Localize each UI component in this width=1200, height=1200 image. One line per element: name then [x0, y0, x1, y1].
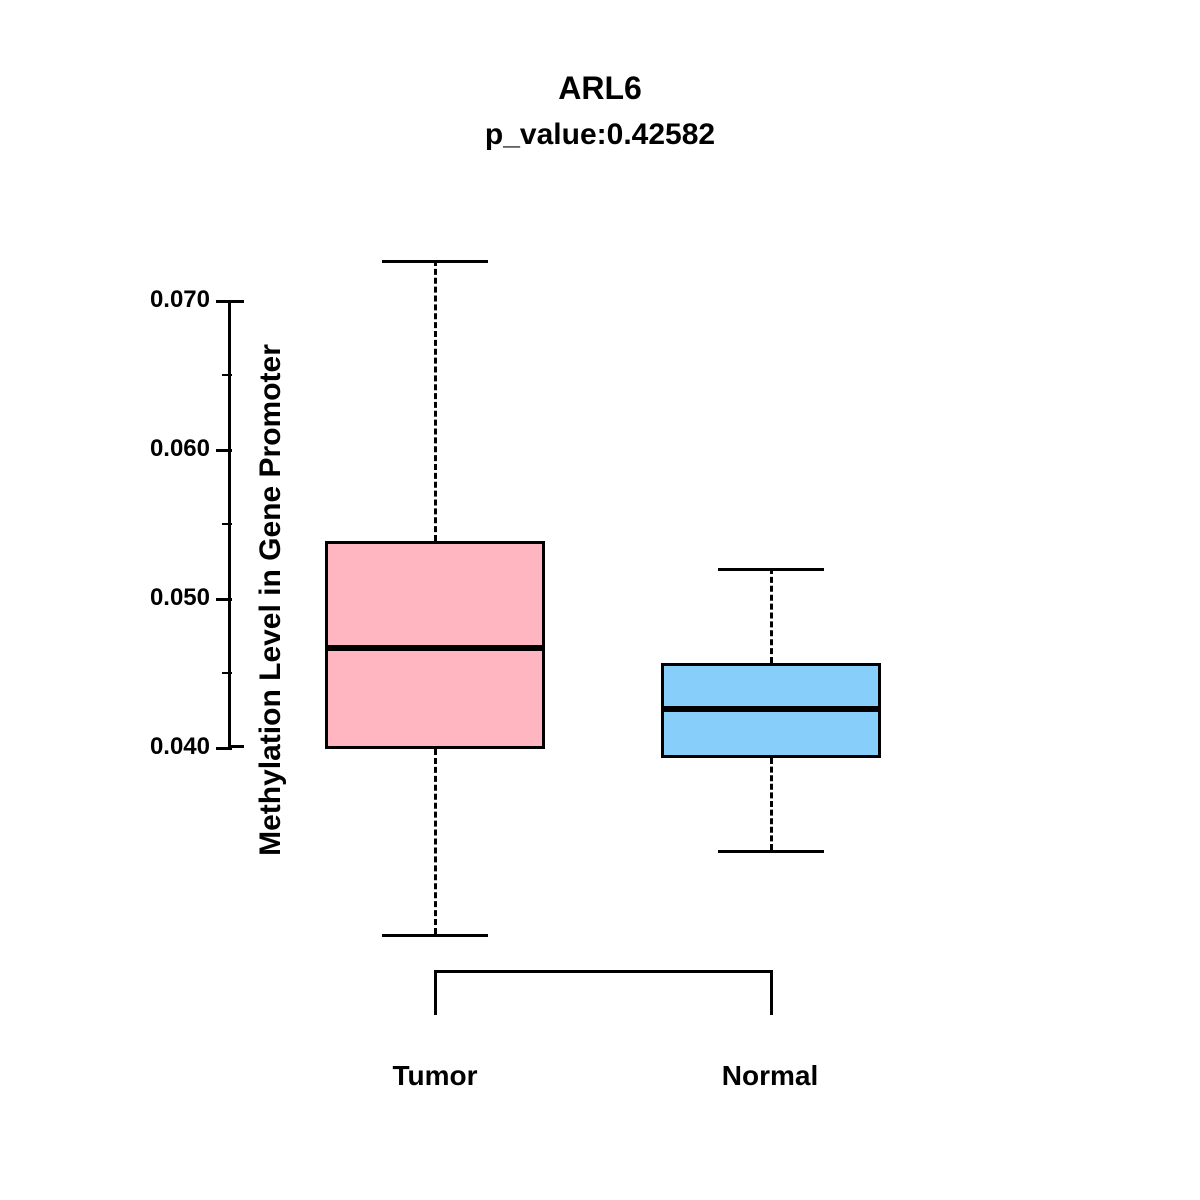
y-tick-065 [222, 374, 232, 376]
y-tick-label-040: 0.040 [130, 733, 210, 761]
tumor-lower-whisker-cap [382, 934, 488, 937]
y-tick-label-050: 0.050 [130, 584, 210, 612]
y-tick-055 [222, 523, 232, 525]
boxplot-chart: ARL6 p_value:0.42582 Methylation Level i… [0, 0, 1200, 1200]
group-bracket-top [434, 970, 773, 973]
y-tick-060 [216, 449, 232, 452]
group-label-tumor[interactable]: Tumor [330, 1060, 540, 1092]
y-tick-045 [222, 672, 232, 674]
y-tick-070 [216, 300, 232, 303]
chart-subtitle: p_value:0.42582 [0, 118, 1200, 152]
group-bracket-right [770, 970, 773, 1015]
group-bracket-left [434, 970, 437, 1015]
y-tick-label-060: 0.060 [130, 435, 210, 463]
tumor-upper-whisker-line [434, 260, 437, 541]
tumor-lower-whisker-line [434, 749, 437, 934]
normal-lower-whisker-cap [718, 850, 824, 853]
normal-lower-whisker-line [770, 758, 773, 850]
group-label-normal[interactable]: Normal [665, 1060, 875, 1092]
normal-upper-whisker-line [770, 568, 773, 663]
y-tick-050 [216, 598, 232, 601]
y-axis-label: Methylation Level in Gene Promoter [254, 344, 288, 856]
y-tick-040 [216, 747, 232, 750]
normal-median-line [661, 706, 881, 712]
chart-title: ARL6 [0, 70, 1200, 107]
y-tick-label-070: 0.070 [130, 286, 210, 314]
tumor-median-line [325, 645, 545, 651]
